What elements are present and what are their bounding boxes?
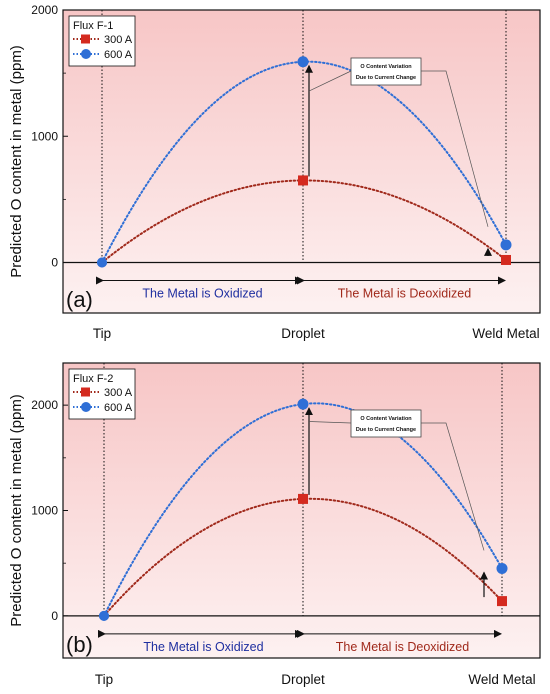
category-label: Weld Metal — [468, 672, 535, 687]
legend-label: 300 A — [104, 34, 133, 46]
chart-panel-b: The Metal is Oxidized The Metal is Deoxid… — [8, 362, 541, 687]
region-label: The Metal is Deoxidized — [338, 287, 471, 301]
legend-box — [68, 368, 136, 420]
y-tick-label: 1000 — [31, 504, 58, 518]
data-point-600a — [297, 398, 309, 410]
annotation-line-2: Due to Current Change — [356, 427, 416, 433]
y-tick-label: 2000 — [31, 398, 58, 412]
data-point-600a — [496, 562, 508, 574]
axes-frame — [62, 9, 541, 314]
chart-panel-a: The Metal is Oxidized The Metal is Deoxid… — [8, 3, 541, 341]
y-axis-label: Predicted O content in metal (ppm) — [8, 394, 25, 627]
legend-label: 600 A — [104, 49, 133, 61]
annotation-leader — [308, 70, 352, 92]
data-point-tip — [99, 610, 109, 621]
annotation-leader — [308, 421, 352, 424]
region-label: The Metal is Oxidized — [142, 287, 262, 301]
category-label: Droplet — [281, 326, 325, 341]
annotation-box — [350, 409, 422, 438]
category-label: Droplet — [281, 672, 325, 687]
annotation-leader — [421, 422, 485, 551]
data-point-tip — [97, 257, 107, 268]
annotation-line-1: O Content Variation — [360, 64, 412, 70]
legend-label: 600 A — [104, 402, 133, 414]
region-label: The Metal is Oxidized — [143, 640, 263, 654]
data-point-600a — [500, 239, 512, 251]
y-tick-label: 2000 — [31, 3, 58, 17]
annotation-leader — [421, 70, 489, 227]
y-axis-label: Predicted O content in metal (ppm) — [8, 45, 25, 278]
legend-marker — [81, 402, 91, 412]
legend-label: 300 A — [104, 387, 133, 399]
panel-label: (b) — [66, 632, 93, 657]
annotation-line-2: Due to Current Change — [356, 75, 416, 81]
data-point-300a — [497, 596, 507, 607]
legend-title: Flux F-1 — [73, 20, 113, 32]
category-label: Tip — [93, 326, 111, 341]
data-point-600a — [297, 56, 309, 68]
y-tick-label: 0 — [51, 256, 58, 270]
plot-background — [63, 363, 540, 658]
legend-box — [68, 15, 136, 67]
data-point-300a — [298, 175, 308, 186]
annotation-box — [350, 57, 422, 86]
annotation-line-1: O Content Variation — [360, 416, 412, 422]
region-label: The Metal is Deoxidized — [336, 640, 469, 654]
y-tick-label: 0 — [51, 609, 58, 623]
panel-label: (a) — [66, 287, 93, 312]
y-tick-label: 1000 — [31, 129, 58, 143]
legend-title: Flux F-2 — [73, 373, 113, 385]
category-label: Weld Metal — [472, 326, 539, 341]
legend-marker — [81, 34, 90, 44]
legend-marker — [81, 49, 91, 59]
data-point-300a — [298, 493, 308, 504]
data-point-300a — [501, 254, 511, 265]
legend-marker — [81, 387, 90, 397]
category-label: Tip — [95, 672, 113, 687]
